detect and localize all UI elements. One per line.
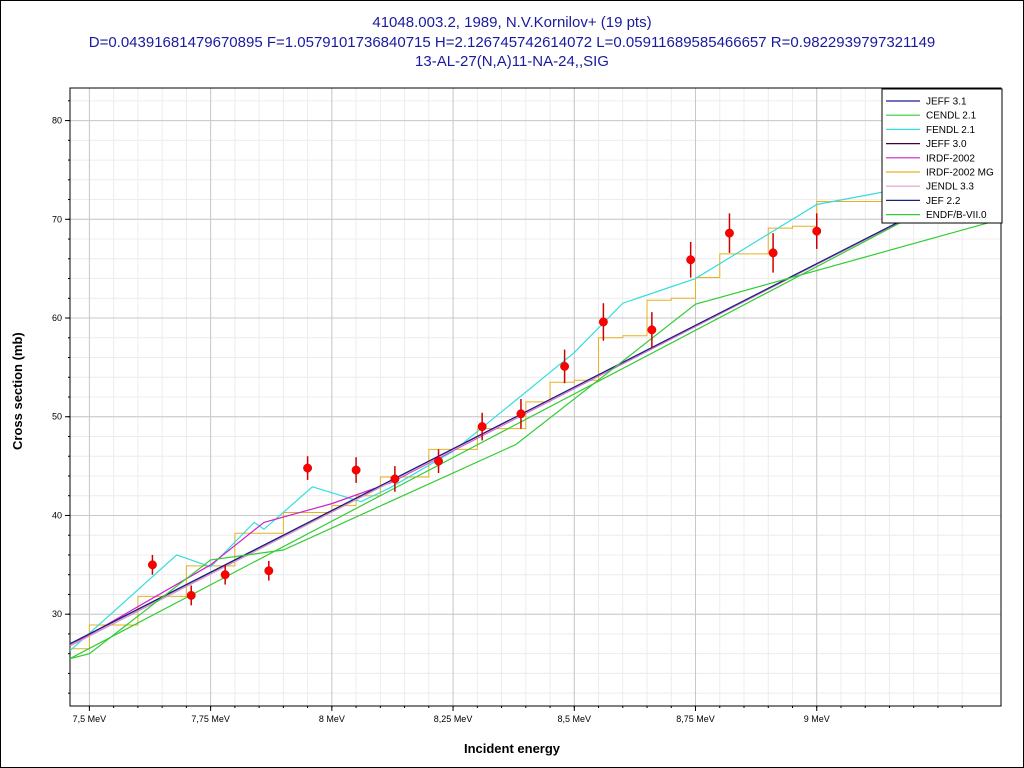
legend-entry-label: IRDF-2002 MG [926, 168, 994, 179]
data-point [434, 456, 443, 466]
x-tick-label: 8,75 MeV [676, 714, 715, 724]
legend-entry-label: ENDF/B-VII.0 [926, 210, 987, 221]
x-tick-label: 7,75 MeV [191, 714, 230, 724]
data-point [351, 465, 361, 475]
data-point [147, 560, 157, 570]
x-axis-label: Incident energy [463, 741, 561, 756]
legend-entry-label: FENDL 2.1 [926, 125, 976, 136]
data-point [686, 255, 696, 265]
legend-entry-label: JENDL 3.3 [926, 182, 974, 193]
x-tick-label: 8 MeV [319, 714, 345, 724]
chart-title-line-3: 13-AL-27(N,A)11-NA-24,,SIG [415, 53, 609, 70]
y-tick-label: 60 [52, 313, 62, 323]
series-endf-b-vii-0 [70, 218, 1001, 660]
y-tick-label: 80 [52, 116, 62, 126]
x-tick-label: 8,25 MeV [434, 714, 473, 724]
data-point [725, 228, 734, 238]
data-point [186, 590, 196, 600]
data-point [264, 566, 274, 576]
legend-entry-label: JEF 2.2 [926, 196, 961, 207]
data-point [598, 317, 608, 327]
legend-entry-label: CENDL 2.1 [926, 111, 977, 122]
curves-group [70, 169, 1001, 660]
y-tick-label: 50 [52, 412, 62, 422]
data-point [647, 325, 657, 335]
data-point [516, 409, 526, 419]
data-point [303, 463, 313, 473]
data-point [812, 226, 822, 236]
legend-entry-label: JEFF 3.0 [926, 139, 967, 150]
series-irdf-2002-mg-step [70, 201, 1001, 650]
y-tick-label: 40 [52, 510, 62, 520]
chart-title-line-1: 41048.003.2, 1989, N.V.Kornilov+ (19 pts… [372, 14, 652, 31]
legend-entry-label: JEFF 3.1 [926, 97, 967, 108]
legend-entry-label: IRDF-2002 [926, 153, 975, 164]
y-tick-label: 30 [52, 609, 62, 619]
data-point [220, 570, 230, 580]
x-tick-label: 8,5 MeV [558, 714, 592, 724]
chart-title-line-2: D=0.04391681479670895 F=1.05791017368407… [88, 34, 936, 51]
data-point [560, 361, 570, 371]
data-point [768, 248, 778, 258]
x-tick-label: 9 MeV [804, 714, 830, 724]
x-tick-label: 7,5 MeV [73, 714, 107, 724]
data-point [390, 474, 400, 484]
y-tick-label: 70 [52, 214, 62, 224]
data-point [477, 422, 487, 432]
